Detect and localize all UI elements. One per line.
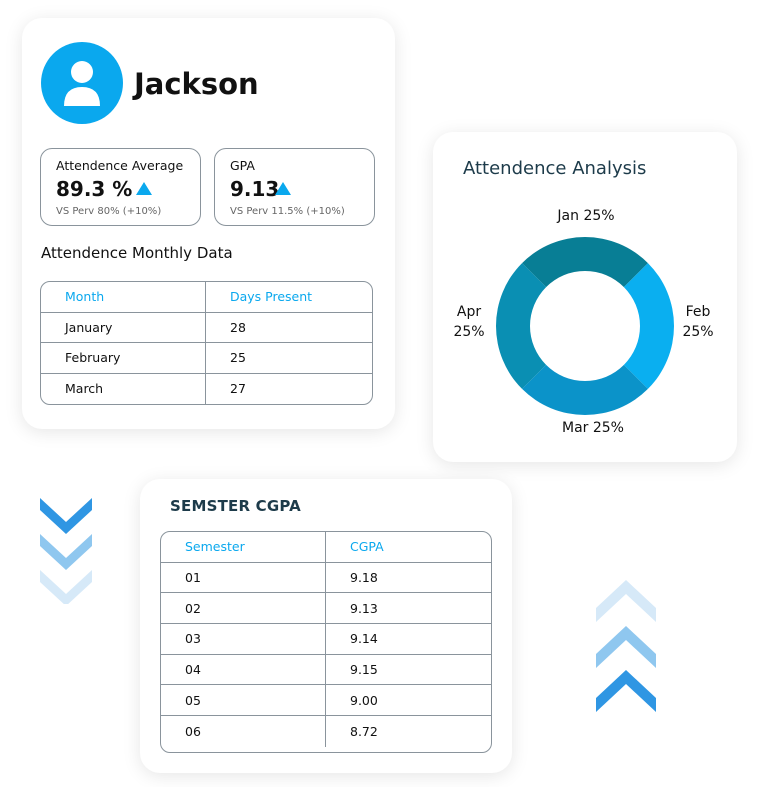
slice-label-apr-name: Apr: [456, 304, 482, 320]
stat-label: GPA: [230, 158, 255, 173]
chevron-down-icon: [40, 534, 92, 570]
semester-cell: 04: [161, 654, 326, 685]
avatar: [41, 42, 123, 124]
table-row: 06 8.72: [161, 716, 491, 747]
cgpa-cell: 9.18: [350, 570, 378, 586]
column-header-month: Month: [41, 282, 206, 312]
donut-slice-jan: [522, 237, 648, 288]
cgpa-title: SEMSTER CGPA: [170, 497, 301, 515]
analysis-title: Attendence Analysis: [463, 158, 647, 179]
cgpa-cell: 8.72: [350, 723, 378, 739]
stat-value: 89.3 %: [56, 177, 133, 201]
donut-slice-mar: [522, 364, 648, 415]
month-cell: February: [41, 343, 206, 373]
month-cell: March: [41, 373, 206, 404]
semester-cgpa-table: Semester CGPA 01 9.18 02 9.13 03 9.14 04…: [160, 531, 492, 753]
table-row: March 27: [41, 373, 372, 404]
days-present-cell: 25: [230, 350, 246, 366]
donut-slice-feb: [623, 263, 674, 389]
table-row: January 28: [41, 312, 372, 343]
chevron-down-icon: [40, 498, 92, 534]
gpa-stat: GPA 9.13 VS Perv 11.5% (+10%): [214, 148, 375, 226]
table-row: 01 9.18: [161, 562, 491, 594]
chevron-up-icon: [596, 580, 656, 622]
slice-label-apr: Apr 25%: [447, 302, 491, 342]
chevron-up-icon: [596, 626, 656, 668]
slice-label-feb: Feb 25%: [673, 302, 723, 342]
chevron-down-icon: [40, 570, 92, 604]
cgpa-cell: 9.13: [350, 600, 378, 616]
user-icon: [64, 61, 100, 106]
column-header-cgpa: CGPA: [350, 539, 384, 555]
donut-slice-apr: [496, 263, 547, 389]
stat-label: Attendence Average: [56, 158, 184, 173]
monthly-attendance-table: Month Days Present January 28 February 2…: [40, 281, 373, 405]
slice-label-jan: Jan 25%: [557, 208, 615, 224]
table-header-row: Semester CGPA: [161, 532, 491, 563]
days-present-cell: 27: [230, 381, 246, 397]
chevron-down-decoration-icon: [40, 498, 92, 604]
semester-cell: 06: [161, 716, 326, 747]
chevron-up-decoration-icon: [596, 580, 656, 712]
stat-comparison: VS Perv 80% (+10%): [56, 206, 162, 217]
trend-up-icon: [275, 182, 291, 195]
semester-cell: 02: [161, 593, 326, 624]
cgpa-cell: 9.15: [350, 662, 378, 678]
chevron-up-icon: [596, 670, 656, 712]
monthly-data-title: Attendence Monthly Data: [41, 244, 233, 262]
column-header-semester: Semester: [161, 532, 326, 562]
slice-label-apr-pct: 25%: [453, 324, 485, 340]
semester-cell: 03: [161, 624, 326, 654]
cgpa-cell: 9.00: [350, 692, 378, 708]
month-cell: January: [41, 312, 206, 342]
days-present-cell: 28: [230, 319, 246, 335]
table-row: 02 9.13: [161, 593, 491, 625]
stat-comparison: VS Perv 11.5% (+10%): [230, 206, 345, 217]
table-row: 04 9.15: [161, 654, 491, 686]
attendance-analysis-card: Attendence Analysis Jan 25% Feb 25% Mar …: [433, 132, 737, 462]
slice-label-feb-name: Feb: [685, 304, 711, 320]
table-header-row: Month Days Present: [41, 282, 372, 313]
student-profile-card: Jackson Attendence Average 89.3 % VS Per…: [22, 18, 395, 429]
student-name: Jackson: [134, 67, 259, 101]
table-row: 03 9.14: [161, 624, 491, 655]
attendance-average-stat: Attendence Average 89.3 % VS Perv 80% (+…: [40, 148, 201, 226]
semester-cgpa-card: SEMSTER CGPA Semester CGPA 01 9.18 02 9.…: [140, 479, 512, 773]
table-row: February 25: [41, 343, 372, 374]
slice-label-mar: Mar 25%: [562, 420, 624, 436]
semester-cell: 05: [161, 685, 326, 716]
table-row: 05 9.00: [161, 685, 491, 717]
column-header-days-present: Days Present: [230, 289, 313, 305]
stat-value: 9.13: [230, 177, 280, 201]
trend-up-icon: [136, 182, 152, 195]
cgpa-cell: 9.14: [350, 631, 378, 647]
slice-label-feb-pct: 25%: [682, 324, 714, 340]
attendance-donut-chart: [496, 237, 674, 415]
semester-cell: 01: [161, 562, 326, 593]
